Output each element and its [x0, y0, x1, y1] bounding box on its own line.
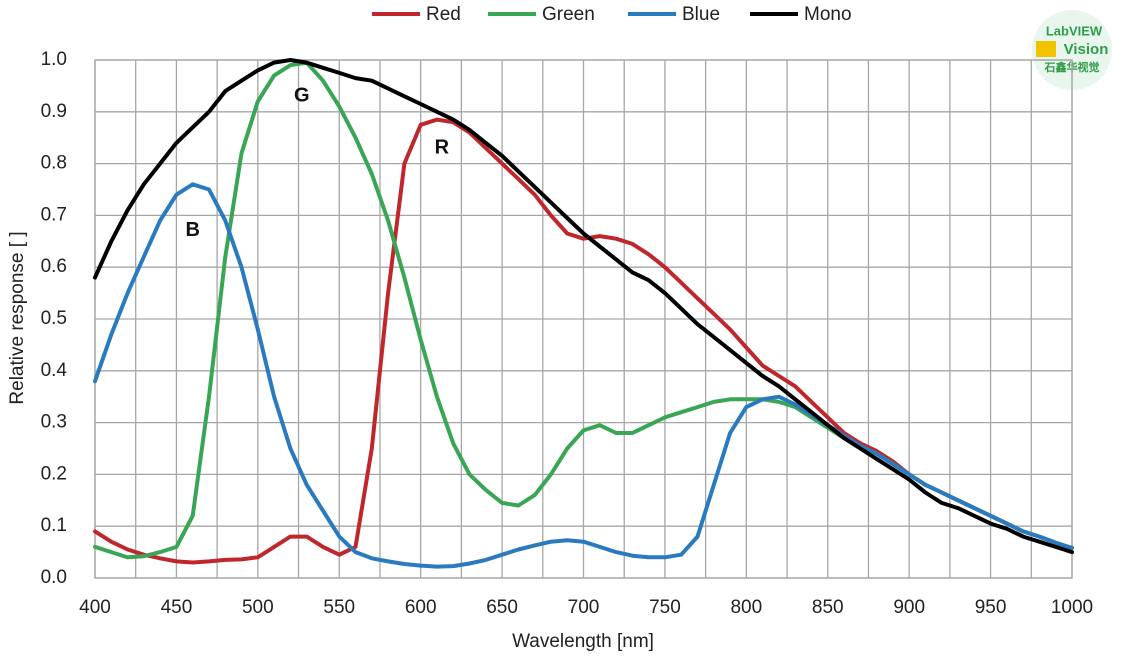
x-tick-label: 750	[649, 597, 681, 618]
x-tick-label: 450	[161, 597, 193, 618]
y-tick-label: 0.4	[41, 360, 68, 381]
watermark-icon	[1036, 41, 1056, 57]
y-tick-label: 0.9	[41, 101, 67, 122]
y-tick-label: 0.1	[41, 515, 67, 536]
watermark-badge	[1032, 10, 1112, 90]
y-tick-label: 0.3	[41, 412, 67, 433]
watermark-text: Vision	[1064, 41, 1109, 58]
x-tick-label: 900	[893, 597, 925, 618]
y-tick-label: 0.6	[41, 256, 67, 277]
x-tick-label: 400	[79, 597, 111, 618]
x-tick-label: 700	[568, 597, 600, 618]
watermark: LabVIEW Vision 石鑫华视觉	[1032, 10, 1112, 90]
series-line	[93, 182, 1074, 569]
x-axis-label: Wavelength [nm]	[512, 631, 654, 652]
legend-item: Red	[372, 4, 461, 25]
plot-frame	[94, 59, 1073, 579]
x-tick-label: 650	[486, 597, 518, 618]
x-tick-label: 1000	[1051, 597, 1093, 618]
legend-item: Green	[488, 4, 595, 25]
y-tick-label: 1.0	[41, 49, 67, 70]
y-axis-label: Relative response [ ]	[7, 231, 28, 404]
series-line	[93, 58, 1074, 555]
annotation: R	[435, 136, 450, 158]
y-tick-label: 0.2	[41, 463, 67, 484]
legend-label: Blue	[682, 4, 720, 25]
x-tick-label: 950	[975, 597, 1007, 618]
legend-item: Blue	[628, 4, 720, 25]
legend-label: Red	[426, 4, 461, 25]
watermark-text: LabVIEW	[1046, 23, 1103, 38]
x-tick-label: 800	[730, 597, 762, 618]
legend-label: Green	[542, 4, 595, 25]
y-tick-label: 0.5	[41, 308, 67, 329]
y-tick-label: 0.8	[41, 153, 67, 174]
x-tick-label: 500	[242, 597, 274, 618]
annotation: B	[185, 219, 199, 241]
legend-item: Mono	[750, 4, 852, 25]
y-tick-label: 0.7	[41, 204, 67, 225]
legend-label: Mono	[804, 4, 852, 25]
y-tick-label: 0.0	[41, 567, 67, 588]
x-tick-label: 550	[323, 597, 355, 618]
annotation: G	[294, 85, 310, 107]
x-tick-label: 600	[405, 597, 437, 618]
x-tick-label: 850	[812, 597, 844, 618]
